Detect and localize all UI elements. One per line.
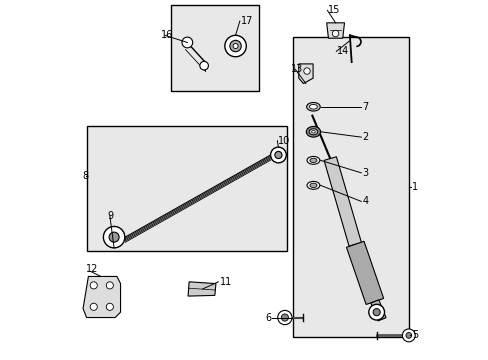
Circle shape xyxy=(103,226,124,248)
Circle shape xyxy=(200,62,208,70)
Circle shape xyxy=(90,303,97,310)
Text: 15: 15 xyxy=(328,5,340,15)
Circle shape xyxy=(106,303,113,310)
Ellipse shape xyxy=(309,183,316,188)
Circle shape xyxy=(224,35,246,57)
Text: 7: 7 xyxy=(362,102,368,112)
Circle shape xyxy=(372,309,380,316)
Ellipse shape xyxy=(305,126,320,137)
Text: 2: 2 xyxy=(362,132,368,142)
Circle shape xyxy=(303,68,309,74)
Ellipse shape xyxy=(311,131,315,133)
Text: 14: 14 xyxy=(337,46,349,57)
Circle shape xyxy=(368,304,384,320)
Polygon shape xyxy=(326,23,344,38)
FancyBboxPatch shape xyxy=(87,126,287,251)
Circle shape xyxy=(90,282,97,289)
FancyBboxPatch shape xyxy=(171,5,258,91)
Polygon shape xyxy=(370,300,385,321)
Circle shape xyxy=(277,310,291,325)
Text: 6: 6 xyxy=(264,312,271,323)
Polygon shape xyxy=(83,276,121,318)
Circle shape xyxy=(229,40,241,52)
FancyBboxPatch shape xyxy=(292,37,408,337)
Polygon shape xyxy=(346,241,383,305)
Text: 1: 1 xyxy=(411,182,418,192)
Circle shape xyxy=(233,44,238,49)
Ellipse shape xyxy=(308,129,317,135)
Ellipse shape xyxy=(309,104,317,109)
Ellipse shape xyxy=(309,158,316,162)
Ellipse shape xyxy=(306,181,319,189)
Text: 8: 8 xyxy=(82,171,88,181)
Text: 10: 10 xyxy=(278,136,290,146)
Circle shape xyxy=(274,152,282,158)
Circle shape xyxy=(109,232,119,242)
Ellipse shape xyxy=(306,103,320,111)
Polygon shape xyxy=(298,64,312,84)
Text: 4: 4 xyxy=(362,197,368,206)
Ellipse shape xyxy=(306,157,319,164)
Circle shape xyxy=(402,329,414,342)
Text: 13: 13 xyxy=(290,64,303,74)
Text: 16: 16 xyxy=(160,30,172,40)
Polygon shape xyxy=(188,282,216,296)
Text: 5: 5 xyxy=(411,330,418,341)
Text: 3: 3 xyxy=(362,168,368,178)
Text: 17: 17 xyxy=(241,16,253,26)
Polygon shape xyxy=(324,157,361,246)
Text: 9: 9 xyxy=(107,211,113,221)
Circle shape xyxy=(270,147,285,163)
Circle shape xyxy=(106,282,113,289)
Circle shape xyxy=(281,314,288,321)
Text: 11: 11 xyxy=(219,277,231,287)
Text: 12: 12 xyxy=(85,264,98,274)
Circle shape xyxy=(405,333,411,338)
Circle shape xyxy=(332,30,338,37)
Circle shape xyxy=(182,37,192,48)
